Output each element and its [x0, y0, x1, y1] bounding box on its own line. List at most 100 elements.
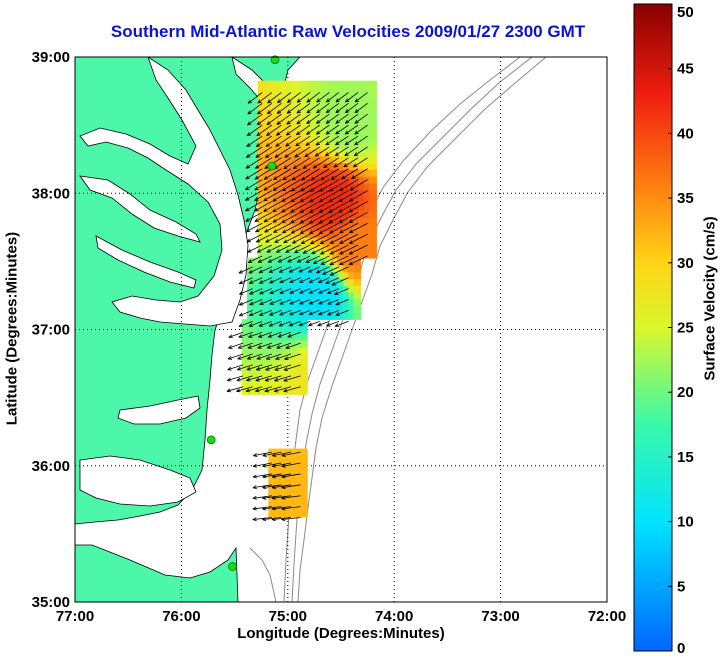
vector-arrowhead — [338, 208, 343, 213]
vector-arrowhead — [255, 377, 260, 382]
velocity-vector — [308, 299, 320, 305]
vector-arrowhead — [264, 388, 269, 393]
velocity-cell — [337, 87, 345, 96]
velocity-vector — [266, 124, 282, 136]
velocity-vector — [348, 201, 368, 213]
velocity-cell — [316, 210, 324, 218]
vector-arrowhead — [285, 345, 290, 349]
velocity-cell — [337, 285, 345, 293]
velocity-cell — [252, 305, 260, 314]
velocity-cell — [316, 189, 324, 198]
velocity-cell — [300, 203, 308, 211]
velocity-cell — [289, 332, 298, 341]
velocity-cell — [294, 217, 303, 225]
velocity-cell — [289, 217, 298, 225]
velocity-cell — [273, 278, 282, 286]
velocity-cell — [278, 346, 287, 354]
velocity-cell — [294, 387, 303, 395]
velocity-cell — [300, 271, 308, 279]
velocity-cell — [284, 94, 292, 102]
velocity-vector — [237, 364, 253, 371]
vector-arrowhead — [226, 388, 231, 393]
velocity-cell — [369, 155, 377, 164]
y-tick-label: 35:00 — [32, 594, 70, 611]
velocity-cell — [289, 87, 298, 96]
velocity-cell — [348, 230, 356, 239]
velocity-cell — [326, 182, 335, 191]
velocity-cell — [310, 264, 319, 273]
velocity-cell — [268, 251, 276, 259]
velocity-cell — [263, 128, 271, 136]
vector-arrowhead — [245, 388, 250, 393]
vector-arrowhead — [299, 311, 304, 316]
vector-arrowhead — [298, 322, 303, 327]
velocity-vector — [262, 451, 282, 457]
velocity-cell — [316, 169, 324, 177]
velocity-cell — [369, 121, 377, 130]
vector-arrowhead — [306, 109, 311, 114]
vector-arrowhead — [263, 218, 268, 223]
velocity-cell — [369, 251, 377, 259]
velocity-cell — [294, 210, 303, 218]
velocity-vector — [262, 462, 282, 467]
velocity-cell — [348, 312, 356, 320]
velocity-cell — [342, 264, 351, 273]
velocity-vector — [354, 92, 368, 103]
velocity-cell — [263, 346, 271, 354]
velocity-cell — [247, 319, 255, 327]
velocity-vector — [246, 375, 263, 381]
velocity-vector — [349, 233, 368, 244]
velocity-cell — [273, 448, 282, 457]
velocity-cell — [316, 223, 324, 232]
velocity-vector — [349, 179, 368, 191]
velocity-cell — [342, 291, 351, 300]
vector-arrowhead — [271, 506, 276, 511]
velocity-cell — [294, 475, 303, 484]
velocity-vector — [263, 168, 282, 180]
velocity-vector — [246, 222, 263, 233]
velocity-cell — [278, 169, 287, 177]
velocity-cell — [342, 203, 351, 211]
velocity-cell — [263, 148, 271, 157]
velocity-cell — [294, 162, 303, 170]
velocity-cell — [300, 366, 308, 375]
vector-arrowhead — [252, 506, 257, 511]
vector-arrowhead — [309, 209, 314, 213]
velocity-cell — [321, 305, 330, 314]
vector-arrowhead — [329, 261, 334, 266]
velocity-cell — [294, 353, 303, 361]
velocity-cell — [268, 155, 276, 164]
velocity-cell — [284, 223, 292, 232]
vector-arrowhead — [277, 333, 283, 338]
vector-arrowhead — [239, 291, 244, 295]
vector-arrowhead — [271, 485, 276, 490]
vector-arrowhead — [272, 208, 277, 213]
velocity-cell — [278, 278, 287, 286]
velocity-cell — [268, 312, 276, 320]
velocity-cell — [300, 353, 308, 361]
velocity-vector — [245, 168, 263, 180]
velocity-cell — [353, 278, 361, 286]
vector-arrowhead — [272, 453, 277, 457]
velocity-vector — [290, 201, 311, 213]
vector-arrowhead — [238, 269, 243, 274]
velocity-vector — [314, 146, 330, 157]
velocity-vector — [296, 255, 311, 263]
velocity-vector — [281, 473, 301, 478]
velocity-cell — [294, 285, 303, 293]
velocity-vector — [334, 320, 349, 327]
velocity-cell — [326, 203, 335, 211]
velocity-cell — [321, 114, 330, 123]
vector-arrowhead — [262, 463, 267, 468]
vector-arrowhead — [281, 229, 287, 234]
velocity-vector — [322, 266, 340, 275]
velocity-cell — [294, 196, 303, 205]
velocity-cell — [263, 155, 271, 164]
velocity-vector — [281, 451, 301, 457]
velocity-cell — [289, 353, 298, 361]
velocity-vector — [267, 342, 282, 349]
velocity-vector — [266, 113, 282, 125]
vector-arrowhead — [259, 290, 264, 295]
vector-arrowhead — [325, 130, 330, 135]
velocity-cell — [316, 305, 324, 314]
